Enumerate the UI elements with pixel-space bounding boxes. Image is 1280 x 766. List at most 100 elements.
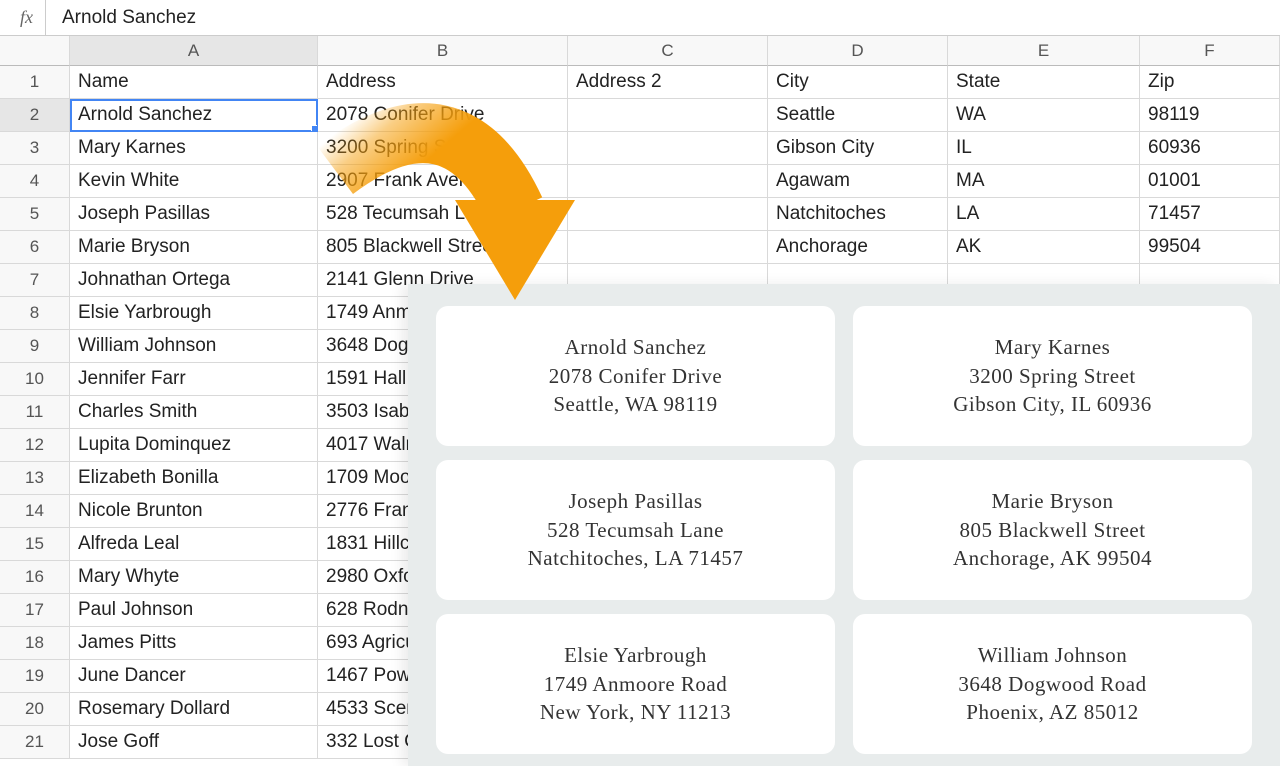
row-header[interactable]: 16 <box>0 561 70 594</box>
mailing-label: Joseph Pasillas528 Tecumsah LaneNatchito… <box>436 460 835 600</box>
cell[interactable] <box>568 165 768 198</box>
cell[interactable]: Agawam <box>768 165 948 198</box>
cell[interactable]: LA <box>948 198 1140 231</box>
row-header[interactable]: 14 <box>0 495 70 528</box>
column-header[interactable]: A <box>70 36 318 66</box>
row-header[interactable]: 19 <box>0 660 70 693</box>
cell[interactable]: City <box>768 66 948 99</box>
cell[interactable]: Kevin White <box>70 165 318 198</box>
column-header[interactable]: E <box>948 36 1140 66</box>
label-address: 2078 Conifer Drive <box>549 362 722 390</box>
cell[interactable]: 60936 <box>1140 132 1280 165</box>
label-address: 3648 Dogwood Road <box>958 670 1146 698</box>
cell[interactable]: WA <box>948 99 1140 132</box>
cell[interactable]: Natchitoches <box>768 198 948 231</box>
cell[interactable]: Elsie Yarbrough <box>70 297 318 330</box>
row-header[interactable]: 13 <box>0 462 70 495</box>
row-header[interactable]: 15 <box>0 528 70 561</box>
cell[interactable]: 01001 <box>1140 165 1280 198</box>
label-address: 528 Tecumsah Lane <box>547 516 724 544</box>
label-name: William Johnson <box>978 641 1128 669</box>
cell[interactable]: William Johnson <box>70 330 318 363</box>
column-header[interactable]: D <box>768 36 948 66</box>
label-name: Mary Karnes <box>995 333 1111 361</box>
cell[interactable]: 3200 Spring Street <box>318 132 568 165</box>
row-header[interactable]: 17 <box>0 594 70 627</box>
cell[interactable]: 528 Tecumsah Lane <box>318 198 568 231</box>
cell[interactable]: Mary Whyte <box>70 561 318 594</box>
cell[interactable]: Lupita Dominquez <box>70 429 318 462</box>
formula-input[interactable] <box>62 7 1272 29</box>
label-address: 3200 Spring Street <box>969 362 1136 390</box>
row-header[interactable]: 18 <box>0 627 70 660</box>
cell[interactable]: Joseph Pasillas <box>70 198 318 231</box>
cell[interactable]: James Pitts <box>70 627 318 660</box>
cell[interactable]: 98119 <box>1140 99 1280 132</box>
column-header[interactable]: C <box>568 36 768 66</box>
cell[interactable]: Arnold Sanchez <box>70 99 318 132</box>
cell[interactable]: IL <box>948 132 1140 165</box>
row-header[interactable]: 7 <box>0 264 70 297</box>
cell[interactable]: Alfreda Leal <box>70 528 318 561</box>
cell[interactable]: Anchorage <box>768 231 948 264</box>
column-header[interactable]: F <box>1140 36 1280 66</box>
cell[interactable]: Gibson City <box>768 132 948 165</box>
cell[interactable]: Rosemary Dollard <box>70 693 318 726</box>
row-header[interactable]: 21 <box>0 726 70 759</box>
row-header[interactable]: 10 <box>0 363 70 396</box>
label-name: Arnold Sanchez <box>565 333 707 361</box>
row-header[interactable]: 11 <box>0 396 70 429</box>
cell[interactable]: AK <box>948 231 1140 264</box>
mailing-label: Elsie Yarbrough1749 Anmoore RoadNew York… <box>436 614 835 754</box>
cell[interactable]: 2078 Conifer Drive <box>318 99 568 132</box>
cell[interactable]: State <box>948 66 1140 99</box>
cell[interactable]: Seattle <box>768 99 948 132</box>
label-name: Marie Bryson <box>991 487 1113 515</box>
label-city-state-zip: Phoenix, AZ 85012 <box>966 698 1138 726</box>
select-all-corner[interactable] <box>0 36 70 66</box>
cell[interactable]: Johnathan Ortega <box>70 264 318 297</box>
row-header[interactable]: 20 <box>0 693 70 726</box>
cell[interactable]: Address <box>318 66 568 99</box>
cell[interactable]: Jennifer Farr <box>70 363 318 396</box>
cell[interactable]: June Dancer <box>70 660 318 693</box>
cell[interactable] <box>568 231 768 264</box>
row-header[interactable]: 6 <box>0 231 70 264</box>
row-header[interactable]: 2 <box>0 99 70 132</box>
cell[interactable] <box>568 198 768 231</box>
cell[interactable]: Elizabeth Bonilla <box>70 462 318 495</box>
mailing-label: Mary Karnes3200 Spring StreetGibson City… <box>853 306 1252 446</box>
formula-bar: fx <box>0 0 1280 36</box>
row-header[interactable]: 8 <box>0 297 70 330</box>
mailing-labels-preview: Arnold Sanchez2078 Conifer DriveSeattle,… <box>408 284 1280 766</box>
cell[interactable]: Marie Bryson <box>70 231 318 264</box>
row-header[interactable]: 12 <box>0 429 70 462</box>
label-city-state-zip: Natchitoches, LA 71457 <box>528 544 744 572</box>
row-header[interactable]: 9 <box>0 330 70 363</box>
cell[interactable]: Name <box>70 66 318 99</box>
cell[interactable]: Jose Goff <box>70 726 318 759</box>
row-header[interactable]: 4 <box>0 165 70 198</box>
cell[interactable]: 99504 <box>1140 231 1280 264</box>
cell[interactable]: MA <box>948 165 1140 198</box>
row-header[interactable]: 3 <box>0 132 70 165</box>
cell[interactable]: 71457 <box>1140 198 1280 231</box>
fx-label: fx <box>8 0 46 35</box>
cell[interactable]: Paul Johnson <box>70 594 318 627</box>
cell[interactable]: 2907 Frank Avenue <box>318 165 568 198</box>
mailing-label: Marie Bryson805 Blackwell StreetAnchorag… <box>853 460 1252 600</box>
cell[interactable]: Zip <box>1140 66 1280 99</box>
cell[interactable]: 805 Blackwell Street <box>318 231 568 264</box>
cell[interactable] <box>568 132 768 165</box>
cell[interactable]: Nicole Brunton <box>70 495 318 528</box>
label-city-state-zip: New York, NY 11213 <box>540 698 731 726</box>
row-header[interactable]: 1 <box>0 66 70 99</box>
cell[interactable]: Charles Smith <box>70 396 318 429</box>
cell[interactable]: Address 2 <box>568 66 768 99</box>
label-city-state-zip: Anchorage, AK 99504 <box>953 544 1152 572</box>
cell[interactable] <box>568 99 768 132</box>
column-header[interactable]: B <box>318 36 568 66</box>
cell[interactable]: Mary Karnes <box>70 132 318 165</box>
row-header[interactable]: 5 <box>0 198 70 231</box>
label-address: 1749 Anmoore Road <box>544 670 727 698</box>
